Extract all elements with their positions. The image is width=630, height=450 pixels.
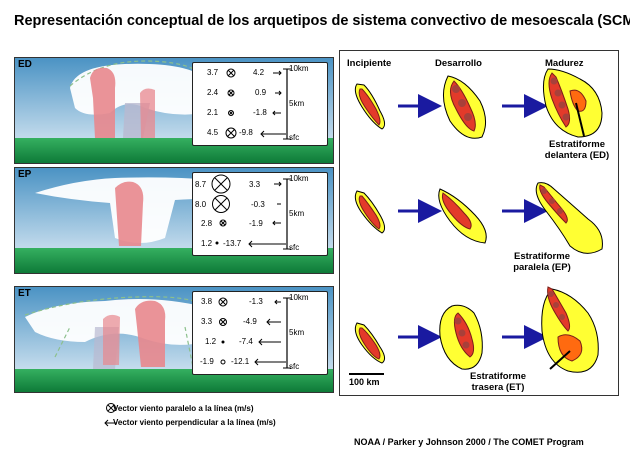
ed-perp-sfc: -9.8 [239, 128, 253, 137]
panel-ed-label: ED [18, 59, 32, 70]
ed-parallel-row2: 2.4 [207, 88, 219, 97]
ep-perp-10km: 3.3 [249, 180, 261, 189]
stage-madurez: Madurez [545, 58, 584, 69]
plan-view-diagram [349, 68, 603, 375]
ep-parallel-row3: 2.8 [201, 219, 213, 228]
et-perp-10km: -1.3 [249, 297, 263, 306]
ep-perp-sfc: -13.7 [223, 239, 242, 248]
panel-ep-label: EP [18, 169, 32, 180]
axis-10km: 10km [289, 64, 309, 73]
et-mature-cell [541, 286, 599, 373]
et-parallel-row2: 3.3 [201, 317, 213, 326]
panel-ep: EP 8.7 3.3 8.0 -0.3 2.8 -1.9 1.2 -13.7 1… [14, 167, 334, 274]
credit-line: NOAA / Parker y Johnson 2000 / The COMET… [354, 437, 584, 447]
label-stratiform-et: Estratiforme trasera (ET) [470, 371, 526, 393]
axis-sfc: sfc [289, 133, 300, 142]
stage-desarrollo: Desarrollo [435, 58, 482, 69]
ed-developing-cell [443, 75, 486, 139]
axis-5km: 5km [289, 209, 305, 218]
ep-perp-row2: -0.3 [251, 200, 265, 209]
ep-developing-cell [438, 188, 487, 244]
circled-x-icon [106, 403, 116, 413]
axis-sfc: sfc [289, 243, 300, 252]
label-stratiform-ed: Estratiforme delantera (ED) [544, 139, 610, 161]
stage-incipiente: Incipiente [347, 58, 392, 69]
legend-parallel: Vector viento paralelo a la línea (m/s) [113, 404, 254, 413]
axis-5km: 5km [289, 328, 305, 337]
ed-perp-10km: 4.2 [253, 68, 265, 77]
ed-parallel-sfc: 4.5 [207, 128, 219, 137]
panel-et: ET 3.8 -1.3 3.3 -4.9 1.2 -7.4 -1.9 -12.1… [14, 286, 334, 393]
et-parallel-row3: 1.2 [205, 337, 217, 346]
wind-profile-et-glyphs [218, 297, 291, 369]
ep-parallel-sfc: 1.2 [201, 239, 213, 248]
et-developing-cell [439, 304, 483, 370]
wind-profile-ep-glyphs [211, 174, 291, 250]
axis-sfc: sfc [289, 362, 300, 371]
ed-mature-cell [542, 68, 603, 138]
figure-title: Representación conceptual de los arqueti… [14, 13, 630, 29]
ed-incipient-cell [354, 83, 386, 130]
et-parallel-sfc: -1.9 [200, 357, 214, 366]
axis-10km: 10km [289, 293, 309, 302]
wind-profile-ep: 8.7 3.3 8.0 -0.3 2.8 -1.9 1.2 -13.7 10km… [192, 172, 328, 256]
legend-glyphs [104, 403, 117, 427]
wind-profile-et: 3.8 -1.3 3.3 -4.9 1.2 -7.4 -1.9 -12.1 10… [192, 291, 328, 375]
et-perp-row2: -4.9 [243, 317, 257, 326]
ep-parallel-row2: 8.0 [195, 200, 207, 209]
wind-profile-ed: 3.7 4.2 2.4 0.9 2.1 -1.8 4.5 -9.8 10km 5… [192, 62, 328, 146]
ep-parallel-10km: 8.7 [195, 180, 207, 189]
legend-perpendicular: Vector viento perpendicular a la línea (… [113, 418, 276, 427]
label-stratiform-ep: Estratiforme paralela (EP) [513, 251, 571, 273]
ed-perp-row3: -1.8 [253, 108, 267, 117]
panel-et-label: ET [18, 288, 31, 299]
ed-parallel-10km: 3.7 [207, 68, 219, 77]
ep-perp-row3: -1.9 [249, 219, 263, 228]
ep-incipient-cell [354, 190, 386, 234]
ep-mature-cell [535, 182, 603, 254]
ed-perp-row2: 0.9 [255, 88, 267, 97]
plan-view-panel: Incipiente Desarrollo Madurez [339, 50, 619, 396]
ed-parallel-row3: 2.1 [207, 108, 219, 117]
axis-5km: 5km [289, 99, 305, 108]
et-parallel-10km: 3.8 [201, 297, 213, 306]
panel-ed: ED 3.7 4.2 2.4 0.9 2.1 -1.8 4.5 -9.8 10k… [14, 57, 334, 164]
et-perp-sfc: -12.1 [231, 357, 250, 366]
scale-label: 100 km [349, 377, 380, 387]
wind-profile-ed-glyphs [225, 68, 291, 140]
left-arrow-icon [104, 419, 117, 427]
et-incipient-cell [354, 322, 386, 364]
axis-10km: 10km [289, 174, 309, 183]
et-perp-row3: -7.4 [239, 337, 253, 346]
